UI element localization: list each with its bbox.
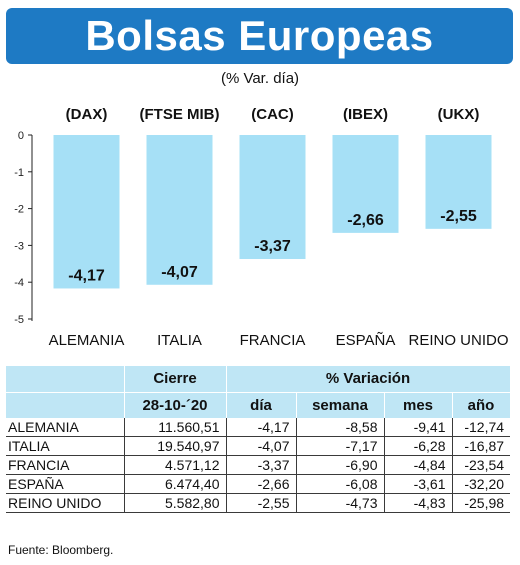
table-subheader-blank	[6, 392, 125, 418]
table-cell: -2,66	[225, 474, 296, 494]
data-label: -2,66	[347, 212, 384, 229]
category-label: ESPAÑA	[336, 332, 396, 349]
table-cell: -16,87	[451, 436, 511, 456]
table-cell: 19.540,97	[123, 436, 226, 456]
page-title: Bolsas Europeas	[85, 12, 434, 59]
table-row: ALEMANIA 11.560,51 -4,17 -8,58 -9,41 -12,74	[6, 418, 511, 437]
index-code-label: (UKX)	[438, 106, 480, 123]
row-name: ESPAÑA	[6, 474, 124, 494]
table-cell: -4,84	[383, 455, 452, 475]
category-label: ALEMANIA	[49, 332, 125, 349]
y-tick-label: -4	[14, 277, 24, 289]
data-label: -3,37	[254, 238, 291, 255]
table-row: ITALIA 19.540,97 -4,07 -7,17 -6,28 -16,87	[6, 436, 511, 456]
table-cell: -23,54	[451, 455, 511, 475]
column-header-dia: día	[226, 392, 297, 418]
category-label: REINO UNIDO	[408, 332, 508, 349]
column-header-date: 28-10-´20	[124, 392, 227, 418]
data-label: -4,17	[68, 267, 105, 284]
table-cell: -9,41	[383, 418, 452, 437]
bar-chart: 0 -1 -2 -3 -4 -5 (DAX) -4,17 ALEMANIA (FTSE MIB) -…	[14, 106, 508, 349]
table-cell: 11.560,51	[123, 418, 226, 437]
table-cell: 6.474,40	[123, 474, 226, 494]
y-tick-label: -1	[14, 167, 24, 179]
row-name: FRANCIA	[6, 455, 124, 475]
bar	[53, 135, 120, 289]
row-name: ITALIA	[6, 436, 124, 456]
table-cell: -32,20	[451, 474, 511, 494]
index-code-label: (CAC)	[251, 106, 294, 123]
table-cell: 5.582,80	[123, 493, 226, 513]
data-table: Cierre % Variación 28-10-´20 día semana …	[6, 366, 511, 513]
table-cell: -2,55	[225, 493, 296, 513]
table-cell: -6,90	[295, 455, 384, 475]
index-code-label: (IBEX)	[343, 106, 388, 123]
column-header-ano: año	[452, 392, 511, 418]
chart-subtitle: (% Var. día)	[220, 70, 300, 87]
table-cell: -25,98	[451, 493, 511, 513]
table-cell: -4,73	[295, 493, 384, 513]
table-row: FRANCIA 4.571,12 -3,37 -6,90 -4,84 -23,54	[6, 455, 511, 475]
table-cell: -12,74	[451, 418, 511, 437]
y-tick-label: -3	[14, 240, 24, 252]
table-header-blank	[6, 366, 125, 393]
data-label: -4,07	[161, 264, 198, 281]
category-label: FRANCIA	[240, 332, 306, 349]
table-cell: -7,17	[295, 436, 384, 456]
table-cell: -6,28	[383, 436, 452, 456]
title-banner: Bolsas Europeas	[6, 8, 513, 64]
table-cell: -4,17	[225, 418, 296, 437]
bar	[239, 135, 306, 260]
table-row: REINO UNIDO 5.582,80 -2,55 -4,73 -4,83 -25,98	[6, 493, 511, 513]
bar	[332, 135, 399, 233]
y-tick-label: -2	[14, 204, 24, 216]
index-code-label: (DAX)	[66, 106, 108, 123]
data-label: -2,55	[440, 208, 477, 225]
table-row: ESPAÑA 6.474,40 -2,66 -6,08 -3,61 -32,20	[6, 474, 511, 494]
header-cierre: Cierre	[124, 366, 227, 393]
row-name: ALEMANIA	[6, 418, 124, 437]
table-cell: -4,07	[225, 436, 296, 456]
table-cell: -4,83	[383, 493, 452, 513]
table-cell: -6,08	[295, 474, 384, 494]
table-cell: -8,58	[295, 418, 384, 437]
source-note: Fuente: Bloomberg.	[8, 543, 114, 557]
bar	[146, 135, 213, 285]
header-variacion: % Variación	[226, 366, 511, 393]
bar	[425, 135, 492, 229]
column-header-semana: semana	[296, 392, 385, 418]
table-cell: 4.571,12	[123, 455, 226, 475]
y-tick-label: -5	[14, 314, 24, 326]
table-cell: -3,37	[225, 455, 296, 475]
category-label: ITALIA	[157, 332, 202, 349]
row-name: REINO UNIDO	[6, 493, 124, 513]
column-header-mes: mes	[384, 392, 453, 418]
index-code-label: (FTSE MIB)	[140, 106, 220, 123]
table-cell: -3,61	[383, 474, 452, 494]
y-tick-label: 0	[18, 130, 24, 142]
